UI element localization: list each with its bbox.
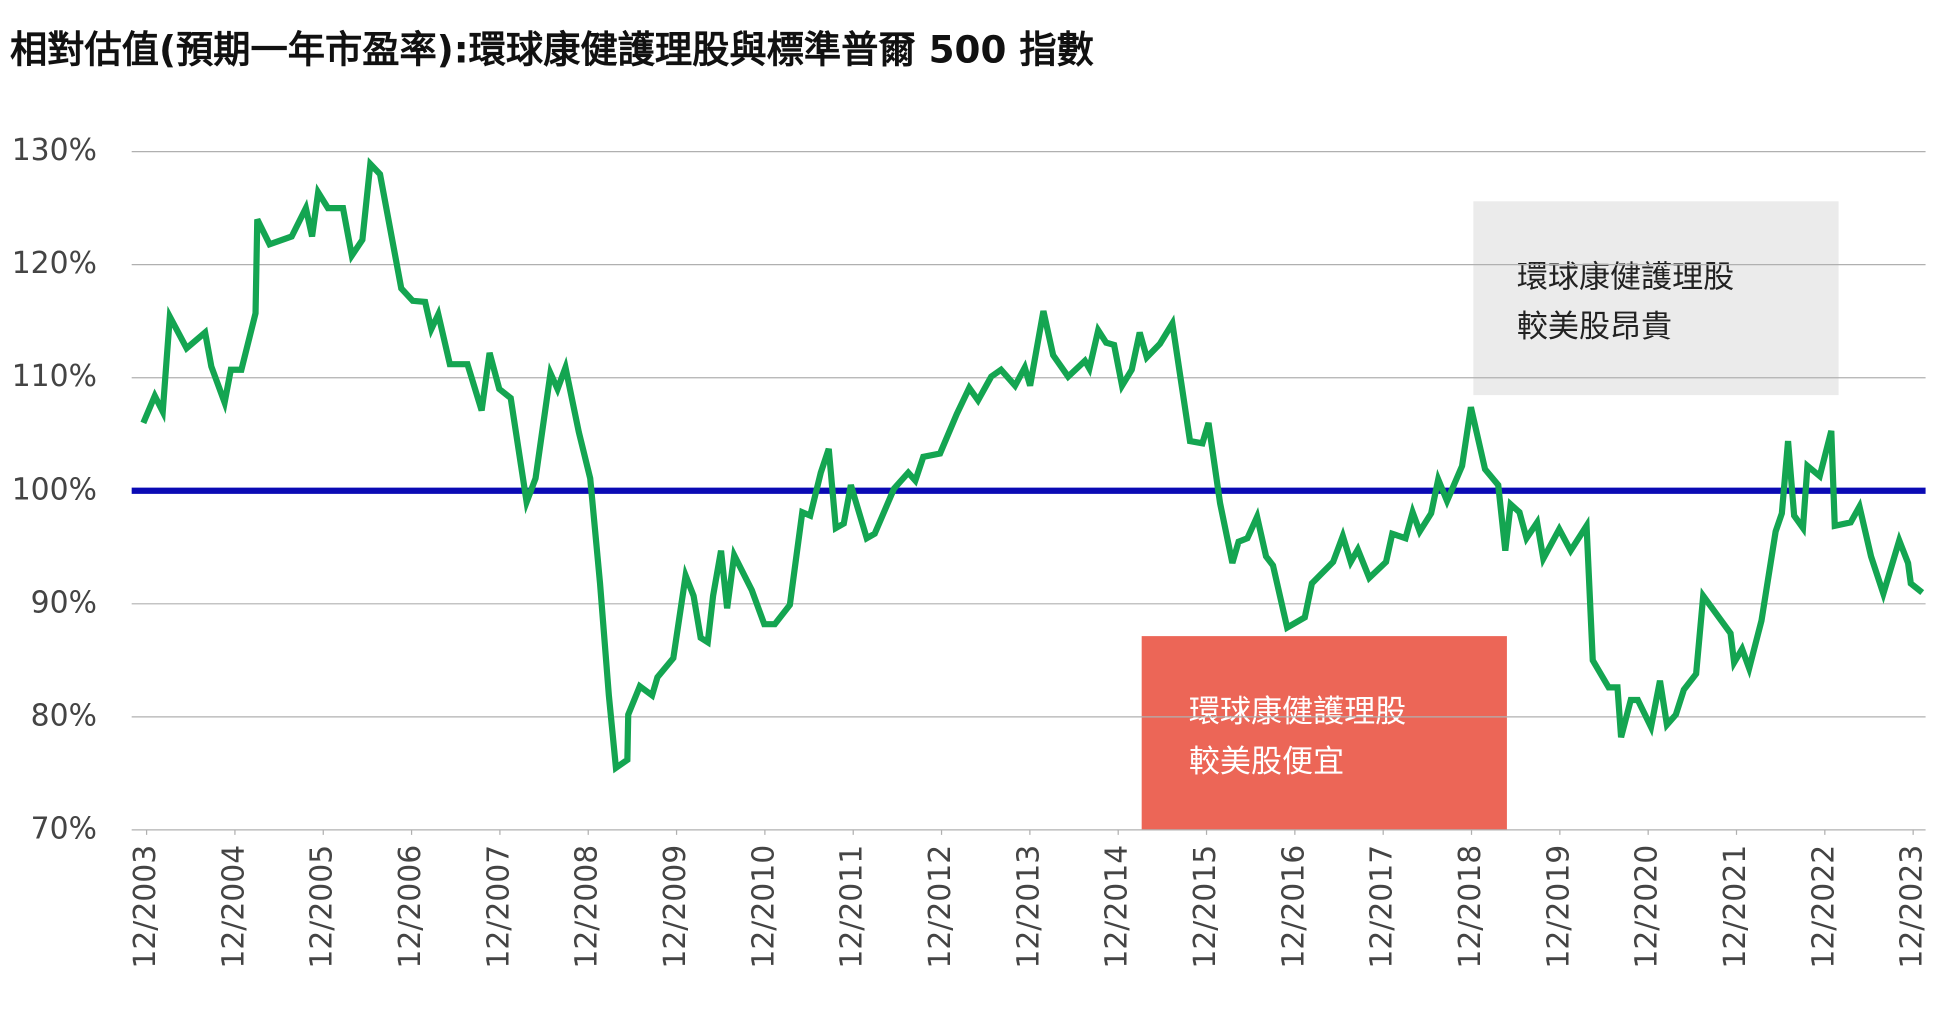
annotation-text: 環球康健護理股 — [1189, 694, 1406, 730]
x-tick-label: 12/2011 — [835, 845, 870, 969]
x-tick-label: 12/2022 — [1806, 845, 1841, 969]
x-tick-label: 12/2017 — [1365, 845, 1400, 969]
x-tick-label: 12/2005 — [305, 845, 340, 969]
x-tick-label: 12/2008 — [570, 845, 605, 969]
annotation-box — [1473, 201, 1839, 396]
x-tick-label: 12/2006 — [393, 845, 428, 969]
data-line — [140, 157, 1925, 774]
x-tick-label: 12/2004 — [216, 845, 251, 969]
y-tick-label: 90% — [31, 585, 97, 620]
x-tick-label: 12/2016 — [1276, 845, 1311, 969]
y-tick-label: 130% — [12, 133, 97, 168]
annotation-box — [1141, 636, 1507, 830]
x-tick-label: 12/2014 — [1100, 845, 1135, 969]
x-tick-label: 12/2020 — [1630, 845, 1665, 969]
x-tick-label: 12/2003 — [128, 845, 163, 969]
annotation-text: 環球康健護理股 — [1517, 259, 1734, 295]
y-tick-label: 120% — [12, 246, 97, 281]
x-tick-label: 12/2012 — [923, 845, 958, 969]
chart-title: 相對估值(預期一年市盈率):環球康健護理股與標準普爾 500 指數 — [10, 28, 1094, 72]
x-tick-label: 12/2007 — [481, 845, 516, 969]
y-tick-label: 80% — [31, 698, 97, 733]
x-tick-label: 12/2018 — [1453, 845, 1488, 969]
y-tick-label: 100% — [12, 472, 97, 507]
y-tick-label: 70% — [31, 811, 97, 846]
x-tick-label: 12/2009 — [658, 845, 693, 969]
y-tick-label: 110% — [12, 359, 97, 394]
x-tick-label: 12/2023 — [1895, 845, 1930, 969]
x-tick-label: 12/2015 — [1188, 845, 1223, 969]
annotation-text: 較美股便宜 — [1189, 744, 1344, 780]
x-tick-label: 12/2010 — [746, 845, 781, 969]
x-tick-label: 12/2019 — [1541, 845, 1576, 969]
x-tick-label: 12/2013 — [1011, 845, 1046, 969]
annotation-text: 較美股昂貴 — [1517, 309, 1672, 345]
x-tick-label: 12/2021 — [1718, 845, 1753, 969]
